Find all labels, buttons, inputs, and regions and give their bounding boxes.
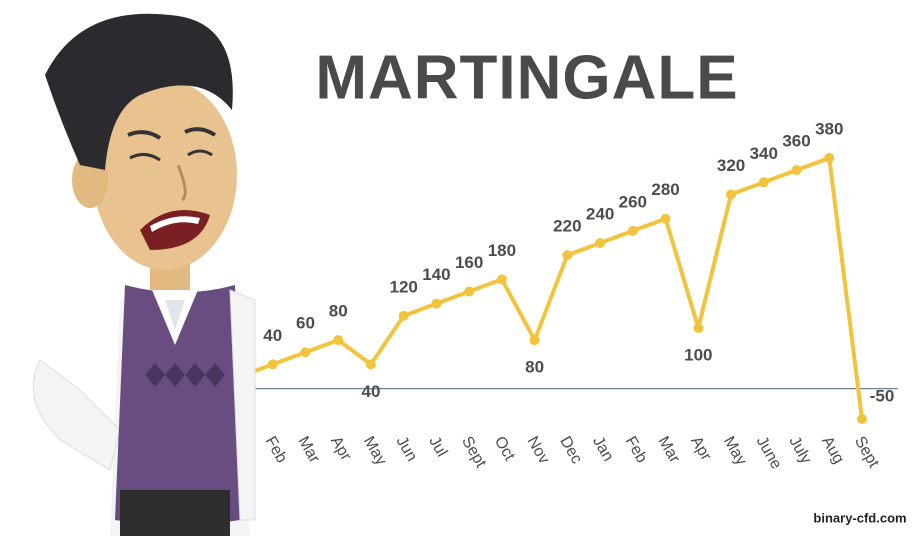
x-tick-label: Feb (262, 434, 291, 466)
line-series (239, 156, 864, 420)
chart-title: MARTINGALE (315, 43, 738, 112)
x-tick-label: Jan (589, 434, 617, 465)
data-point (300, 347, 311, 358)
x-tick-label: Mar (654, 434, 683, 467)
x-tick-label: Jun (393, 434, 421, 465)
x-tick-label: Feb (622, 434, 651, 466)
data-point (824, 153, 835, 163)
data-point (562, 250, 573, 261)
data-label: 100 (684, 345, 712, 364)
data-point (333, 335, 344, 346)
data-label: 360 (782, 132, 810, 151)
character-illustration (32, 13, 256, 536)
data-label: 340 (750, 144, 778, 163)
x-tick-label: Sept (458, 434, 489, 471)
data-label: 40 (263, 326, 282, 345)
x-tick-label: Apr (327, 434, 355, 465)
data-label: 220 (553, 217, 581, 236)
watermark: binary-cfd.com (813, 510, 906, 525)
data-label: 280 (651, 180, 679, 199)
x-tick-label: Nov (524, 434, 553, 467)
x-tick-label: Jul (425, 434, 450, 460)
data-point (627, 225, 638, 236)
data-point (758, 177, 769, 188)
x-tick-label: Mar (294, 434, 323, 467)
data-point (267, 359, 278, 370)
data-label: 80 (329, 302, 348, 321)
data-point (431, 298, 442, 309)
data-label: 80 (525, 358, 544, 377)
data-label: 60 (296, 314, 315, 333)
data-label: 240 (586, 204, 614, 223)
x-tick-label: May (720, 434, 750, 469)
data-point (398, 310, 409, 321)
data-label: 140 (422, 265, 450, 284)
data-label: 40 (361, 382, 380, 401)
data-point (693, 322, 704, 333)
data-point (857, 414, 867, 424)
plot-area: Jan 40 Feb 60 Mar 80 Apr 40 May 120 Jun 140 Jul 160 Se… (229, 119, 898, 472)
x-tick-label: June (753, 434, 785, 473)
x-tick-label: Dec (556, 434, 585, 467)
data-point (464, 286, 475, 297)
x-tick-label: Sept (851, 434, 882, 471)
data-label: 180 (488, 241, 516, 260)
data-point (365, 359, 376, 370)
data-label: 260 (619, 192, 647, 211)
x-tick-label: May (360, 434, 390, 469)
x-tick-label: Oct (491, 434, 518, 465)
data-point (496, 274, 507, 285)
data-label: 320 (717, 156, 745, 175)
data-label: -50 (870, 386, 895, 405)
data-point (791, 165, 802, 176)
data-label: 120 (389, 277, 417, 296)
x-tick-label: Apr (687, 434, 715, 465)
data-label: 380 (815, 119, 843, 138)
data-point (595, 237, 606, 248)
x-tick-label: July (785, 434, 814, 467)
data-point (660, 213, 671, 224)
x-tick-label: Aug (818, 434, 847, 467)
data-label: 160 (455, 253, 483, 272)
data-point (529, 335, 540, 346)
data-point (726, 189, 737, 200)
